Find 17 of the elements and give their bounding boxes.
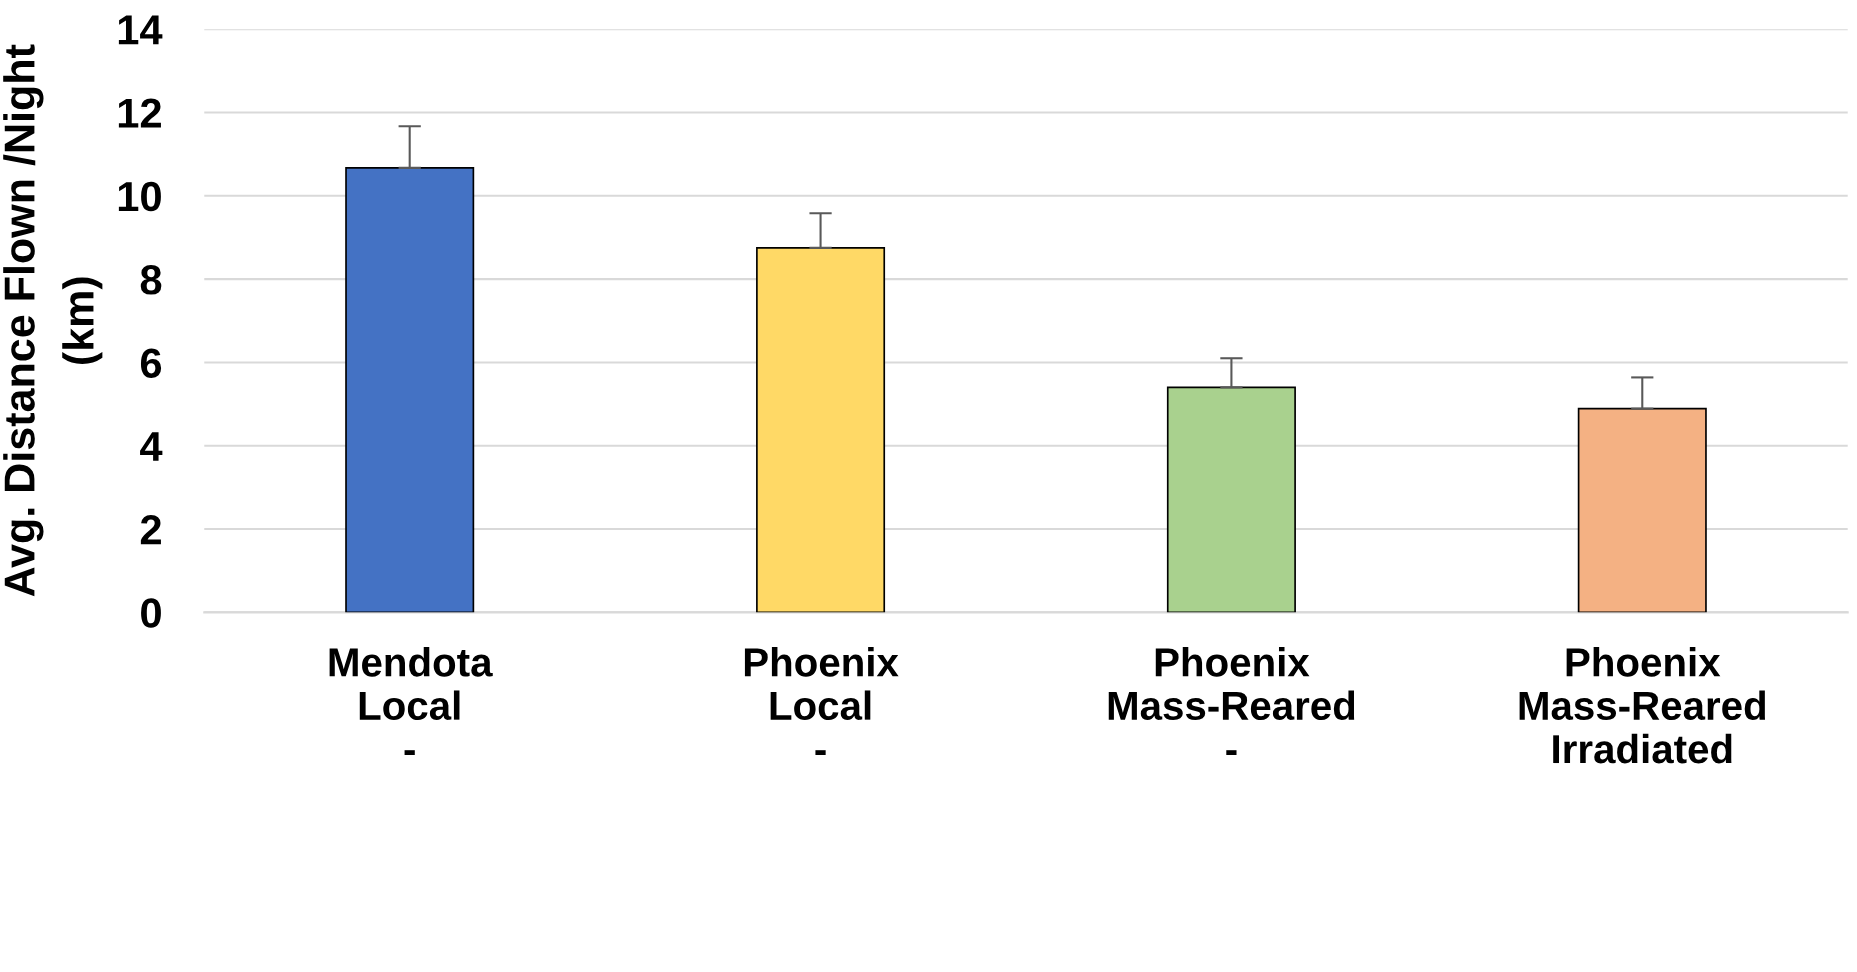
x-tick-label: Phoenix Mass-Reared - [1108, 647, 1355, 755]
bar [1577, 407, 1707, 613]
y-axis-title: Avg. Distance Flown /Night (km) [3, 44, 103, 597]
x-tick-label: Phoenix Local - [744, 647, 899, 755]
bar [1166, 386, 1296, 613]
y-tick-label: 12 [118, 98, 161, 128]
x-tick-label: Mendota Local - [329, 647, 493, 755]
y-tick-label: 10 [118, 181, 161, 212]
x-tick-label: Phoenix Mass-Reared Irradiated [1519, 647, 1766, 764]
y-tick-label: 14 [118, 15, 163, 45]
y-tick-label: 2 [140, 515, 161, 545]
y-tick-label: 0 [141, 598, 161, 628]
y-tick-label: 6 [140, 348, 162, 378]
bar [345, 167, 475, 613]
y-tick-label: 4 [140, 432, 163, 461]
bar [756, 247, 886, 613]
y-tick-label: 8 [140, 265, 162, 295]
